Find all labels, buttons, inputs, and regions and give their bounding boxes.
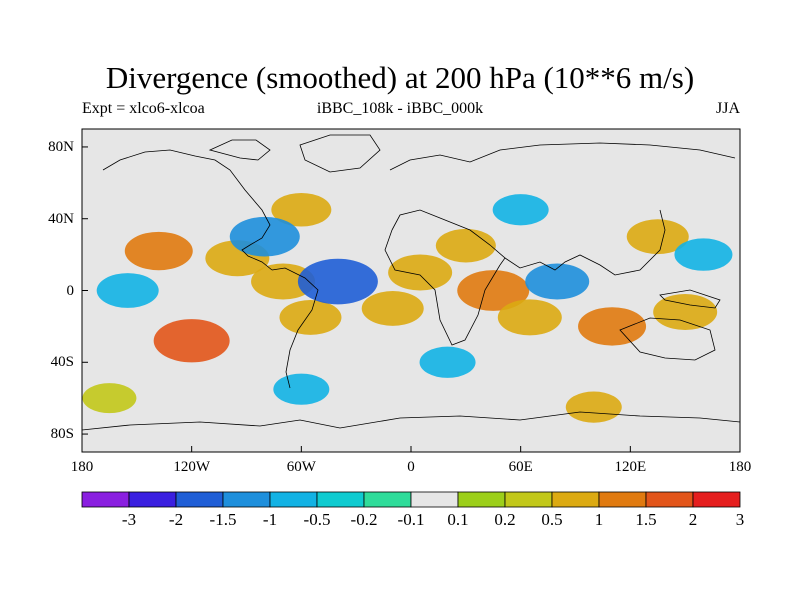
anomaly-18 [674, 238, 733, 271]
colorbar-swatch-8 [457, 491, 506, 508]
colorbar-label: -0.5 [303, 510, 331, 529]
colorbar-label: 0.1 [447, 510, 469, 529]
anomaly-0 [124, 231, 193, 271]
lon-label-120W: 120W [173, 459, 210, 475]
colorbar-label: 2 [688, 510, 698, 529]
colorbar-label: -1.5 [209, 510, 237, 529]
anomaly-22 [273, 373, 330, 405]
colorbar-swatch-12 [645, 491, 694, 508]
colorbar-swatch-4 [269, 491, 318, 508]
colorbar [81, 491, 741, 508]
colorbar-swatch-0 [81, 491, 130, 508]
colorbar-swatch-5 [316, 491, 365, 508]
colorbar-swatch-10 [551, 491, 600, 508]
lon-label-180: 180 [728, 459, 752, 475]
anomaly-11 [435, 228, 496, 263]
experiment-label: Expt = xlco6-xlcoa [82, 100, 205, 117]
lat-label-80S: 80S [50, 426, 74, 443]
season-label: JJA [715, 100, 740, 117]
anomaly-23 [492, 194, 549, 226]
lon-label-60E: 60E [508, 459, 533, 475]
colorbar-label: -0.2 [350, 510, 378, 529]
colorbar-label: 1 [594, 510, 604, 529]
anomaly-1 [153, 319, 230, 363]
anomaly-3 [251, 263, 316, 300]
colorbar-label: 1.5 [635, 510, 657, 529]
colorbar-swatch-1 [128, 491, 177, 508]
anomaly-17 [626, 219, 689, 255]
colorbar-label: 0.2 [494, 510, 516, 529]
colorbar-label: 3 [735, 510, 745, 529]
coastlines [82, 134, 740, 431]
lat-label-0: 0 [66, 282, 75, 299]
lat-label-40N: 40N [48, 210, 74, 227]
lat-label-80N: 80N [48, 138, 74, 155]
anomaly-19 [419, 346, 476, 378]
divergence-field [82, 192, 733, 423]
anomaly-15 [578, 307, 647, 346]
colorbar-swatch-3 [222, 491, 271, 508]
anomaly-7 [229, 216, 300, 257]
anomaly-9 [361, 291, 424, 326]
colorbar-swatch-2 [175, 491, 224, 508]
anomaly-20 [82, 383, 137, 414]
anomaly-12 [457, 270, 530, 311]
lon-label-180: 180 [70, 459, 94, 475]
chart-title: Divergence (smoothed) at 200 hPa (10**6 … [105, 60, 695, 95]
colorbar-swatch-13 [692, 491, 741, 508]
anomaly-21 [565, 391, 622, 423]
anomaly-5 [271, 192, 332, 227]
difference-label: iBBC_108k - iBBC_000k [316, 100, 484, 117]
colorbar-swatch-6 [363, 491, 412, 508]
map-background [82, 129, 740, 452]
colorbar-label: -1 [262, 510, 278, 529]
anomaly-6 [297, 258, 378, 305]
colorbar-label: -0.1 [397, 510, 425, 529]
anomaly-13 [497, 299, 562, 336]
anomaly-4 [279, 300, 342, 335]
anomaly-14 [525, 263, 590, 300]
lon-label-120E: 120E [614, 459, 647, 475]
lon-label-0: 0 [407, 459, 415, 475]
anomaly-10 [388, 254, 453, 291]
axis-ticks [81, 146, 741, 452]
colorbar-label: -3 [121, 510, 137, 529]
colorbar-swatch-7 [410, 491, 459, 508]
colorbar-label: 0.5 [541, 510, 563, 529]
anomaly-8 [96, 273, 159, 308]
anomaly-16 [653, 294, 718, 331]
colorbar-label: -2 [168, 510, 184, 529]
lat-label-40S: 40S [50, 354, 74, 371]
colorbar-swatch-9 [504, 491, 553, 508]
lon-label-60W: 60W [286, 459, 316, 475]
colorbar-swatch-11 [598, 491, 647, 508]
